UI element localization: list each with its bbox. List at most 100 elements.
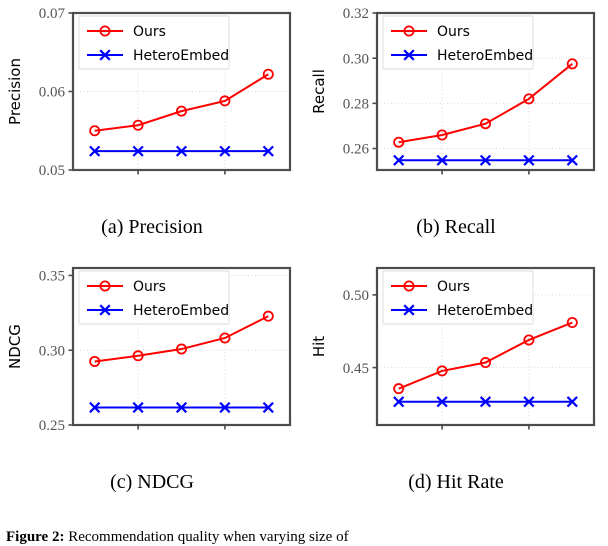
data-point-marker-x	[566, 396, 578, 408]
series-line-ours	[94, 73, 269, 132]
data-point-marker-x	[436, 396, 448, 408]
plot-svg-precision: 0.050.060.072040PrecisionNumber of Hidde…	[6, 6, 292, 180]
plot-svg-hit-rate: 0.450.502040HitNumber of Hidden TriplesO…	[310, 266, 596, 435]
legend-label-heteroembed: HeteroEmbed	[437, 303, 533, 319]
data-point-marker-x	[262, 145, 274, 157]
subcaption-a: (a) Precision	[101, 216, 203, 238]
series-line-ours	[398, 321, 573, 390]
x-axis-tick-label: 20	[435, 433, 450, 435]
data-point-marker-x	[175, 145, 188, 157]
data-point-marker-x	[523, 396, 535, 408]
x-axis-tick-label: 40	[217, 178, 232, 180]
data-point-marker-circle	[219, 332, 231, 344]
panel-hit-rate: 0.450.502040HitNumber of Hidden TriplesO…	[304, 255, 608, 510]
data-point-marker-x	[479, 154, 492, 166]
legend-marker-circle	[99, 280, 111, 292]
figure-caption-text: Recommendation quality when varying size…	[68, 529, 349, 545]
data-point-marker-circle	[566, 317, 578, 329]
data-point-marker-x	[219, 145, 231, 157]
x-axis-tick-label: 20	[435, 178, 450, 180]
data-point-marker-x	[393, 154, 405, 166]
y-axis-label: Recall	[310, 69, 328, 114]
y-axis-label: Precision	[6, 58, 24, 125]
figure-caption-label: Figure 2:	[6, 529, 65, 545]
data-point-marker-circle	[89, 125, 101, 137]
data-point-marker-circle	[523, 93, 535, 105]
data-point-marker-circle	[132, 350, 144, 362]
legend-marker-circle	[99, 25, 111, 37]
legend-marker-x	[403, 49, 415, 61]
y-axis-tick-label: 0.26	[343, 142, 370, 158]
data-point-marker-x	[479, 396, 492, 408]
data-point-marker-circle	[262, 68, 274, 80]
y-axis-tick-label: 0.50	[343, 288, 369, 304]
data-point-marker-circle	[479, 356, 491, 368]
panel-recall: 0.260.280.300.322040RecallNumber of Hidd…	[304, 0, 608, 255]
data-point-marker-circle	[393, 383, 405, 395]
legend-marker-x	[99, 304, 111, 316]
series-line-ours	[94, 315, 269, 363]
data-point-marker-x	[132, 145, 144, 157]
data-point-marker-x	[262, 401, 274, 414]
data-point-marker-x	[89, 145, 101, 157]
legend-marker-circle	[403, 280, 415, 292]
legend-label-ours: Ours	[133, 279, 166, 295]
data-point-marker-x	[175, 401, 188, 414]
plot-precision: 0.050.060.072040PrecisionNumber of Hidde…	[0, 0, 304, 180]
x-axis-tick-label: 40	[521, 433, 536, 435]
plot-hit-rate: 0.450.502040HitNumber of Hidden TriplesO…	[304, 255, 608, 435]
data-point-marker-circle	[479, 118, 491, 130]
panel-precision: 0.050.060.072040PrecisionNumber of Hidde…	[0, 0, 304, 255]
y-axis-label: NDCG	[6, 324, 24, 369]
data-point-marker-circle	[393, 136, 405, 148]
data-point-marker-x	[219, 401, 231, 414]
x-axis-tick-label: 40	[521, 178, 536, 180]
y-axis-tick-label: 0.28	[343, 97, 369, 113]
subcaption-c: (c) NDCG	[110, 471, 194, 493]
data-point-marker-circle	[523, 334, 535, 346]
legend-marker-x	[403, 304, 415, 316]
panel-ndcg: 0.250.300.352040NDCGNumber of Hidden Tri…	[0, 255, 304, 510]
x-axis-tick-label: 20	[131, 178, 146, 180]
legend-label-ours: Ours	[437, 279, 470, 295]
y-axis-tick-label: 0.25	[39, 418, 65, 434]
plot-recall: 0.260.280.300.322040RecallNumber of Hidd…	[304, 0, 608, 180]
y-axis-tick-label: 0.35	[39, 269, 65, 285]
legend-label-ours: Ours	[437, 24, 470, 40]
plot-svg-ndcg: 0.250.300.352040NDCGNumber of Hidden Tri…	[6, 266, 292, 435]
data-point-marker-circle	[436, 129, 448, 141]
data-point-marker-circle	[132, 119, 144, 131]
y-axis-tick-label: 0.45	[343, 361, 369, 377]
data-point-marker-circle	[262, 310, 274, 322]
data-point-marker-circle	[566, 58, 578, 70]
data-point-marker-x	[393, 396, 405, 408]
figure-panel-grid: 0.050.060.072040PrecisionNumber of Hidde…	[0, 0, 608, 510]
subcaption-d: (d) Hit Rate	[408, 471, 504, 493]
y-axis-tick-label: 0.30	[39, 343, 65, 359]
legend-label-heteroembed: HeteroEmbed	[133, 48, 229, 64]
plot-frame	[71, 266, 292, 427]
legend-marker-x	[99, 49, 111, 61]
x-axis-tick-label: 40	[217, 433, 232, 435]
x-axis-tick-label: 20	[131, 433, 146, 435]
data-point-marker-x	[436, 154, 448, 166]
legend-marker-circle	[403, 25, 415, 37]
figure-caption: Figure 2: Recommendation quality when va…	[6, 528, 606, 546]
series-line-ours	[398, 63, 573, 144]
y-axis-tick-label: 0.07	[39, 6, 66, 22]
plot-frame	[375, 266, 596, 427]
plot-frame	[375, 11, 596, 172]
data-point-marker-circle	[175, 105, 187, 117]
data-point-marker-circle	[219, 95, 231, 107]
plot-svg-recall: 0.260.280.300.322040RecallNumber of Hidd…	[310, 6, 596, 180]
y-axis-tick-label: 0.32	[343, 6, 369, 22]
data-point-marker-circle	[89, 355, 101, 367]
y-axis-tick-label: 0.05	[39, 163, 65, 179]
legend-label-ours: Ours	[133, 24, 166, 40]
data-point-marker-circle	[175, 343, 187, 355]
data-point-marker-x	[523, 154, 535, 166]
plot-ndcg: 0.250.300.352040NDCGNumber of Hidden Tri…	[0, 255, 304, 435]
subcaption-b: (b) Recall	[416, 216, 496, 238]
legend-label-heteroembed: HeteroEmbed	[437, 48, 533, 64]
data-point-marker-x	[132, 401, 144, 414]
